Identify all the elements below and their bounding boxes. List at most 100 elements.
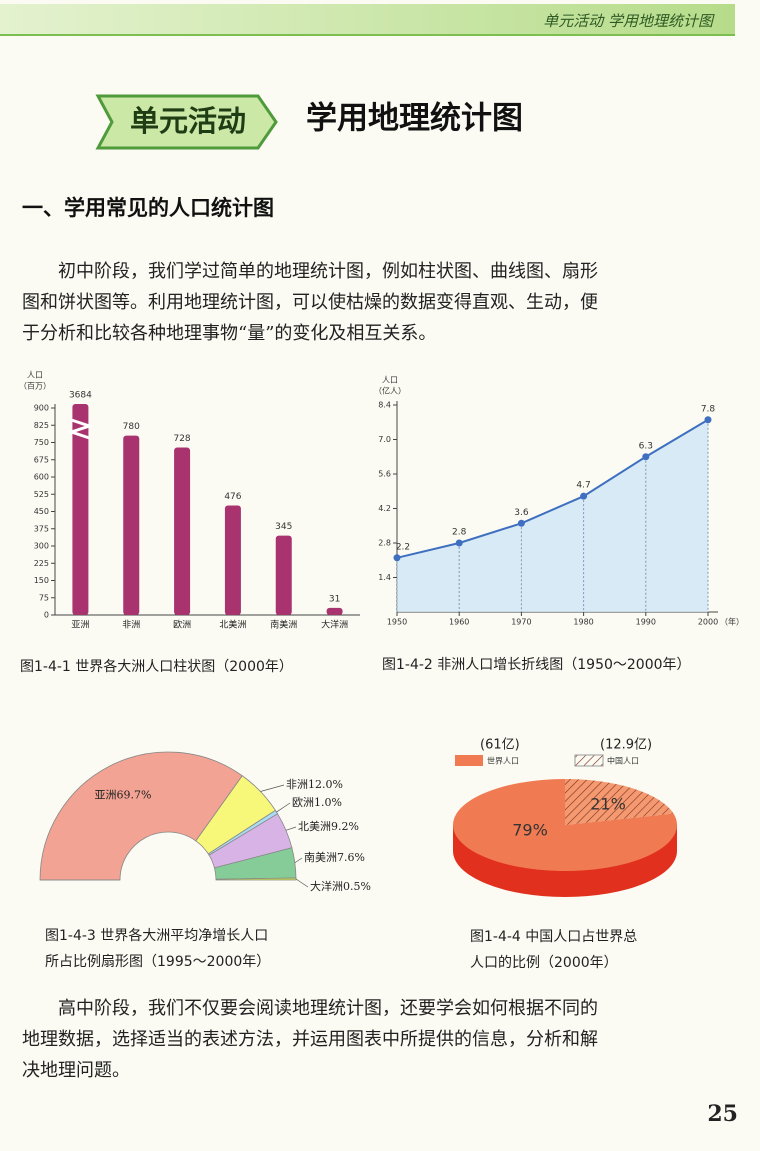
leader-line xyxy=(294,857,303,864)
y-tick-label: 450 xyxy=(34,507,49,516)
value-label: 728 xyxy=(173,434,190,444)
badge-shape xyxy=(95,94,278,150)
value-label: 4.7 xyxy=(576,481,590,491)
y-tick-label: 4.2 xyxy=(378,504,391,513)
section-title: 一、学用常见的人口统计图 xyxy=(22,196,274,220)
category-name: 亚洲 xyxy=(94,789,116,802)
segment-label: 欧洲1.0% xyxy=(292,796,342,809)
value-label: 69.7% xyxy=(116,789,151,802)
x-tick-label: 非洲 xyxy=(122,619,140,631)
value-label: 2.8 xyxy=(452,528,467,538)
area xyxy=(397,419,708,612)
x-tick-label: 1970 xyxy=(511,618,531,627)
ring-segment xyxy=(215,877,297,881)
leader-line xyxy=(295,878,309,888)
value-label: 21% xyxy=(590,795,626,814)
leader-line xyxy=(260,784,285,792)
value-label: 780 xyxy=(123,422,140,432)
bar xyxy=(72,404,89,615)
y-tick-label: 1.4 xyxy=(378,573,391,582)
y-tick-label: 8.4 xyxy=(378,401,391,410)
y-tick-label: 675 xyxy=(34,455,49,464)
y-axis-label: （百万） xyxy=(19,382,51,391)
value-label: 1.0% xyxy=(314,796,342,809)
value-label: 3.6 xyxy=(514,508,529,518)
value-label: 7.6% xyxy=(337,851,365,864)
leader-line xyxy=(276,802,291,813)
caption: 所占比例扇形图（1995～2000年） xyxy=(45,954,270,970)
badge-text: 单元活动 xyxy=(130,104,246,138)
x-tick-label: 大洋洲 xyxy=(321,619,348,631)
value-label: 0.5% xyxy=(343,880,371,893)
unit-title: 学用地理统计图 xyxy=(306,101,523,137)
caption: 图1-4-1 世界各大洲人口柱状图（2000年） xyxy=(20,659,293,675)
axis-break xyxy=(66,418,95,440)
y-tick-label: 75 xyxy=(39,593,49,602)
y-axis-label: （亿人） xyxy=(374,386,406,396)
annotation: (61亿) xyxy=(480,738,520,753)
caption: 图1-4-2 非洲人口增长折线图（1950～2000年） xyxy=(382,657,691,673)
point xyxy=(580,492,588,500)
page-number: 25 xyxy=(707,1101,738,1127)
point xyxy=(704,416,712,424)
y-tick-label: 825 xyxy=(34,421,49,430)
category-name: 北美洲 xyxy=(298,820,331,833)
y-axis-label: 人口 xyxy=(382,376,398,385)
x-tick-label: 1960 xyxy=(449,618,469,627)
point xyxy=(517,519,525,527)
category-name: 非洲 xyxy=(286,778,308,791)
x-tick-label: 1990 xyxy=(636,618,656,627)
y-axis-label: 人口 xyxy=(27,371,43,380)
value-label: 476 xyxy=(224,492,241,502)
segment-label: 南美洲7.6% xyxy=(304,851,365,864)
x-tick-label: 北美洲 xyxy=(219,619,246,631)
caption: 图1-4-4 中国人口占世界总 xyxy=(470,929,637,945)
x-tick-label: 南美洲 xyxy=(270,619,297,631)
segment-label: 亚洲69.7% xyxy=(94,789,151,802)
y-tick-label: 900 xyxy=(34,404,49,413)
legend-label: 世界人口 xyxy=(487,756,519,766)
y-tick-label: 600 xyxy=(34,473,49,482)
caption: 图1-4-3 世界各大洲平均净增长人口 xyxy=(45,928,268,944)
annotation: (12.9亿) xyxy=(600,738,652,753)
value-label: 3684 xyxy=(69,391,92,401)
value-label: 6.3 xyxy=(639,441,653,451)
value-label: 7.8 xyxy=(701,404,716,414)
value-label: 31 xyxy=(329,594,340,604)
y-tick-label: 0 xyxy=(44,611,49,620)
value-label: 345 xyxy=(275,522,292,532)
category-name: 南美洲 xyxy=(304,851,337,864)
segment-label: 非洲12.0% xyxy=(286,778,343,791)
bar xyxy=(123,435,140,615)
line xyxy=(396,418,709,559)
x-tick-label: 欧洲 xyxy=(173,619,191,631)
pie-slice-hatch xyxy=(565,779,674,825)
bar xyxy=(224,505,241,615)
y-tick-label: 525 xyxy=(34,490,49,499)
legend-label: 中国人口 xyxy=(607,756,639,766)
segment-label: 大洋洲0.5% xyxy=(310,879,371,893)
value-label: 2.2 xyxy=(396,542,410,552)
bar xyxy=(174,447,191,615)
leader-line xyxy=(285,826,297,831)
legend-swatch xyxy=(455,755,483,766)
value-label: 9.2% xyxy=(331,820,359,833)
bar xyxy=(326,607,343,615)
ring-segment xyxy=(39,751,243,881)
x-tick-label: 2000 xyxy=(698,618,718,627)
header-band: 单元活动 学用地理统计图 xyxy=(0,4,735,36)
x-tick-label: 亚洲 xyxy=(71,620,89,631)
y-tick-label: 5.6 xyxy=(378,470,391,479)
header-text: 单元活动 学用地理统计图 xyxy=(543,12,713,30)
caption: 人口的比例（2000年） xyxy=(470,955,618,971)
point xyxy=(393,554,401,562)
value-label: 79% xyxy=(512,821,548,840)
paragraph: 高中阶段，我们不仅要会阅读地理统计图，还要学会如何根据不同的地理数据，选择适当的… xyxy=(22,998,598,1081)
y-tick-label: 225 xyxy=(34,559,49,568)
paragraph: 初中阶段，我们学过简单的地理统计图，例如柱状图、曲线图、扇形图和饼状图等。利用地… xyxy=(22,261,598,344)
category-name: 大洋洲 xyxy=(310,879,343,893)
y-tick-label: 150 xyxy=(34,576,49,585)
x-tick-label: 1980 xyxy=(573,618,593,627)
